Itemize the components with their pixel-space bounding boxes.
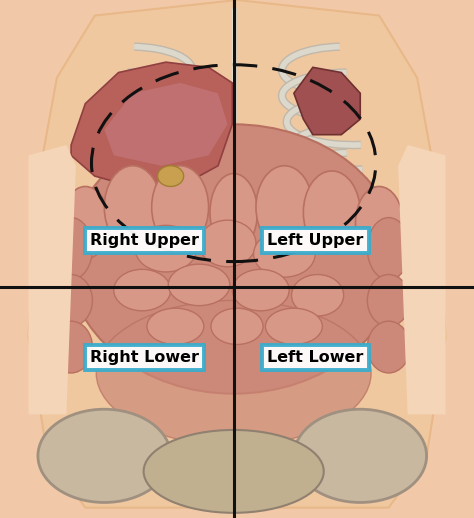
Text: Left Lower: Left Lower	[267, 350, 364, 365]
Ellipse shape	[303, 171, 360, 254]
Polygon shape	[104, 83, 228, 166]
Ellipse shape	[152, 166, 209, 249]
Ellipse shape	[50, 218, 92, 280]
Text: Right Upper: Right Upper	[90, 234, 199, 248]
Ellipse shape	[232, 269, 289, 311]
Polygon shape	[28, 145, 76, 414]
Ellipse shape	[38, 409, 171, 502]
Ellipse shape	[135, 225, 197, 272]
Ellipse shape	[104, 166, 161, 249]
Ellipse shape	[265, 308, 322, 344]
Ellipse shape	[157, 166, 183, 186]
Ellipse shape	[367, 275, 410, 326]
Polygon shape	[71, 62, 232, 186]
Ellipse shape	[294, 409, 427, 502]
Ellipse shape	[254, 231, 315, 277]
Ellipse shape	[168, 264, 230, 306]
Ellipse shape	[96, 300, 371, 445]
Ellipse shape	[256, 166, 313, 249]
Ellipse shape	[199, 220, 256, 267]
Polygon shape	[398, 145, 446, 414]
Ellipse shape	[50, 321, 92, 373]
Ellipse shape	[144, 430, 324, 513]
Ellipse shape	[147, 308, 204, 344]
Text: Left Upper: Left Upper	[267, 234, 364, 248]
Ellipse shape	[62, 186, 109, 259]
Ellipse shape	[367, 321, 410, 373]
Ellipse shape	[210, 174, 257, 251]
Polygon shape	[28, 0, 446, 508]
Ellipse shape	[211, 308, 263, 344]
Ellipse shape	[114, 269, 171, 311]
Ellipse shape	[50, 275, 92, 326]
Ellipse shape	[367, 218, 410, 280]
Ellipse shape	[292, 275, 344, 316]
Ellipse shape	[356, 186, 403, 259]
Polygon shape	[294, 67, 360, 135]
Ellipse shape	[68, 124, 400, 394]
Text: Right Lower: Right Lower	[90, 350, 199, 365]
Polygon shape	[28, 155, 76, 337]
Polygon shape	[398, 155, 446, 337]
